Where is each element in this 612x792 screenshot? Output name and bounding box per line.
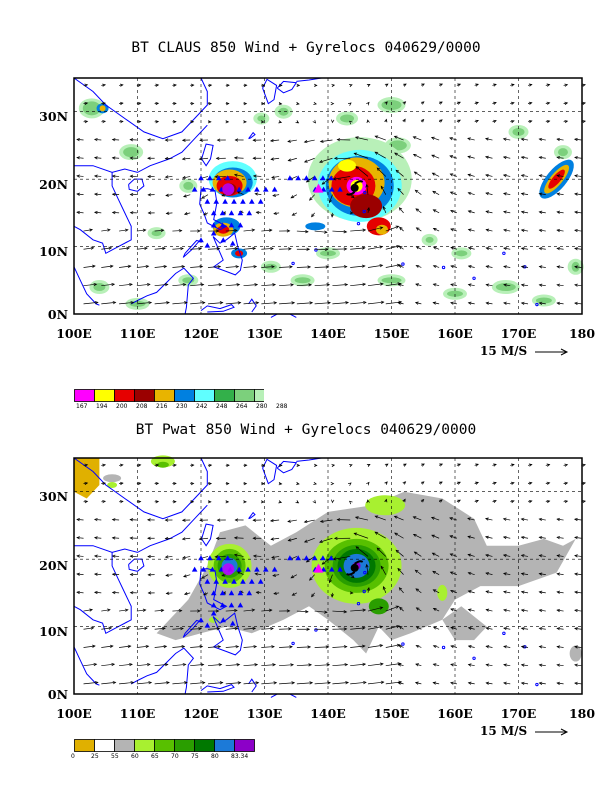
colorbar-label: 0 (71, 753, 75, 760)
p1-xtick-100e: 100E (56, 326, 92, 341)
p2-xtick-100e: 100E (56, 706, 92, 721)
colorbar-swatch (74, 739, 95, 752)
p2-ytick-30n: 30N (39, 489, 68, 504)
p2-ytick-20n: 20N (39, 558, 68, 573)
colorbar-swatch (194, 739, 215, 752)
colorbar-label: 83.34 (231, 753, 249, 760)
colorbar-label: 194 (96, 403, 108, 410)
panel1-colorbar (74, 389, 264, 402)
p2-xtick-160e: 160E (437, 706, 473, 721)
colorbar-label: 230 (176, 403, 188, 410)
colorbar-label: 280 (256, 403, 268, 410)
colorbar-label: 65 (151, 753, 159, 760)
panel2-title: BT Pwat 850 Wind + Gyrelocs 040629/0000 (135, 422, 477, 438)
colorbar-swatch (254, 389, 264, 402)
colorbar-label: 264 (236, 403, 248, 410)
colorbar-swatch (174, 739, 195, 752)
colorbar-swatch (134, 739, 155, 752)
colorbar-label: 200 (116, 403, 128, 410)
colorbar-swatch (214, 739, 235, 752)
colorbar-label: 80 (211, 753, 219, 760)
p1-ref-vector-label: 15 M/S (480, 344, 528, 358)
p1-xtick-160e: 160E (437, 326, 473, 341)
panel1-title: BT CLAUS 850 Wind + Gyrelocs 040629/0000 (131, 40, 481, 56)
p2-ytick-0n: 0N (47, 687, 68, 702)
p1-xtick-150e: 150E (373, 326, 410, 341)
p1-xtick-170e: 170E (500, 326, 537, 341)
colorbar-label: 70 (171, 753, 179, 760)
p2-xtick-180: 180 (568, 706, 596, 721)
p2-xtick-170e: 170E (500, 706, 537, 721)
colorbar-label: 55 (111, 753, 119, 760)
colorbar-label: 242 (196, 403, 208, 410)
p1-ytick-30n: 30N (39, 109, 68, 124)
colorbar-swatch (114, 739, 135, 752)
colorbar-swatch (94, 739, 115, 752)
p1-xtick-180: 180 (568, 326, 596, 341)
p2-xtick-130e: 130E (246, 706, 283, 721)
p1-xtick-130e: 130E (246, 326, 283, 341)
colorbar-swatch (154, 739, 175, 752)
p2-xtick-150e: 150E (373, 706, 410, 721)
p1-xtick-120e: 120E (183, 326, 219, 341)
p2-ref-vector-label: 15 M/S (480, 724, 528, 738)
colorbar-label: 208 (136, 403, 148, 410)
colorbar-label: 75 (191, 753, 199, 760)
panel1-map (73, 77, 586, 318)
colorbar-label: 248 (216, 403, 228, 410)
p2-ytick-10n: 10N (39, 624, 68, 639)
p1-xtick-110e: 110E (119, 326, 156, 341)
colorbar-label: 60 (131, 753, 139, 760)
p1-ytick-10n: 10N (39, 244, 68, 259)
colorbar-label: 167 (76, 403, 88, 410)
p2-xtick-110e: 110E (119, 706, 156, 721)
p1-ytick-0n: 0N (47, 307, 68, 322)
colorbar-label: 216 (156, 403, 168, 410)
colorbar-label: 288 (276, 403, 288, 410)
p1-xtick-140e: 140E (310, 326, 346, 341)
panel2-colorbar (74, 739, 255, 752)
p2-xtick-140e: 140E (310, 706, 346, 721)
colorbar-label: 25 (91, 753, 99, 760)
p1-ytick-20n: 20N (39, 177, 68, 192)
p2-xtick-120e: 120E (183, 706, 219, 721)
colorbar-swatch (234, 739, 255, 752)
